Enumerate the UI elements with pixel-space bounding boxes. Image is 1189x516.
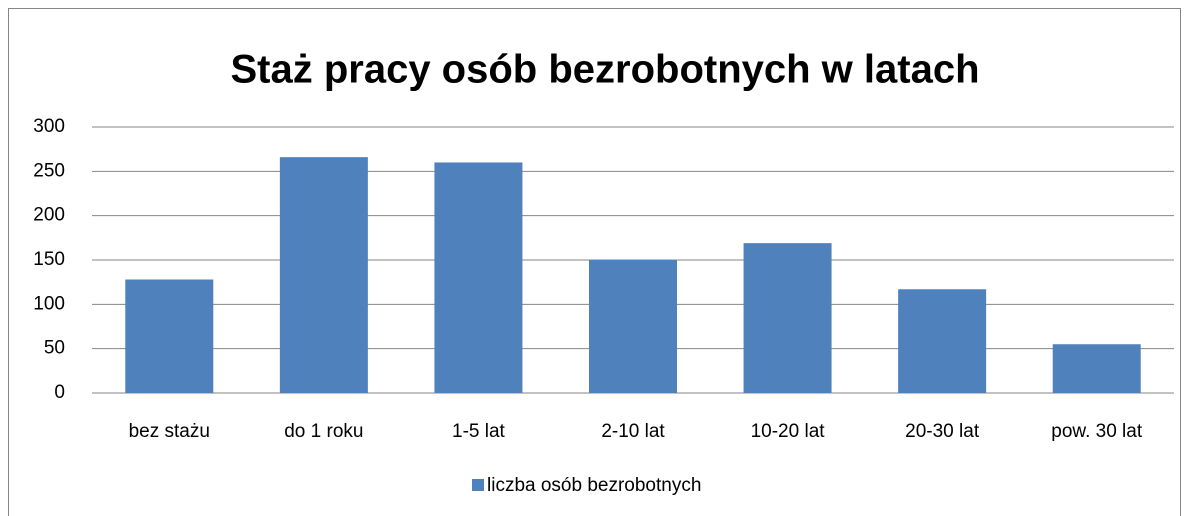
y-tick-label: 300	[33, 116, 65, 137]
bar	[1052, 344, 1141, 393]
y-tick-label: 100	[33, 293, 65, 314]
chart-title: Staż pracy osób bezrobotnych w latach	[230, 48, 979, 92]
x-tick-label: 2-10 lat	[601, 421, 665, 442]
y-tick-label: 50	[44, 338, 65, 359]
y-tick-label: 250	[33, 160, 65, 181]
y-tick-label: 150	[33, 249, 65, 270]
bar	[589, 260, 677, 393]
bar	[279, 157, 368, 393]
x-tick-label: 10-20 lat	[751, 421, 826, 442]
legend-swatch	[472, 479, 484, 491]
bar	[743, 243, 832, 393]
bar	[898, 289, 987, 393]
bar	[434, 162, 523, 393]
x-tick-label: pow. 30 lat	[1051, 421, 1143, 442]
x-tick-label: bez stażu	[129, 421, 210, 442]
x-tick-label: 1-5 lat	[452, 421, 506, 442]
x-tick-label: do 1 roku	[284, 421, 363, 442]
x-tick-label: 20-30 lat	[905, 421, 980, 442]
bar	[125, 279, 214, 393]
y-tick-label: 200	[33, 205, 65, 226]
y-tick-label: 0	[54, 382, 65, 403]
legend-label: liczba osób bezrobotnych	[487, 475, 701, 496]
